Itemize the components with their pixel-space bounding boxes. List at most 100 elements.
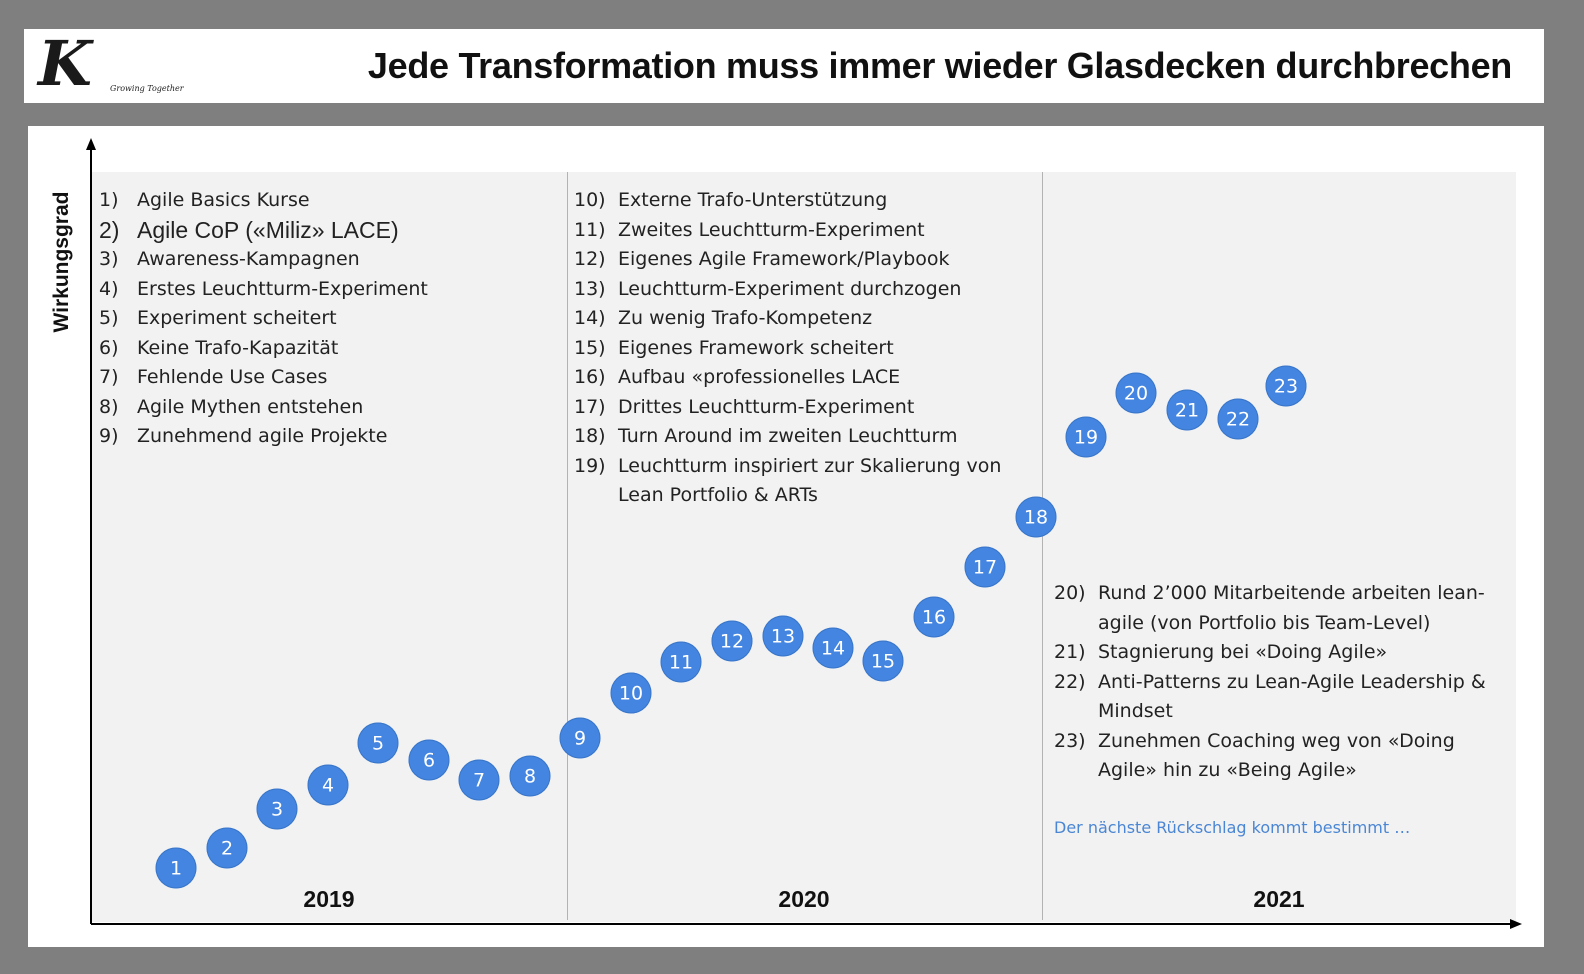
list-item: 15) Eigenes Framework scheitert (574, 334, 1036, 364)
list-item-text: Keine Trafo-Kapazität (137, 336, 339, 359)
milestone-bubble-20: 20 (1115, 372, 1157, 414)
list-item-text: Aufbau «professionelles LACE (618, 366, 901, 388)
milestone-bubble-21: 21 (1166, 389, 1208, 431)
page-title: Jede Transformation muss immer wieder Gl… (367, 45, 1512, 86)
milestone-bubble-22: 22 (1217, 398, 1259, 440)
list-item: 10) Externe Trafo-Unterstützung (574, 186, 1036, 216)
list-item: 1) Agile Basics Kurse (99, 186, 559, 216)
milestone-bubble-13: 13 (762, 615, 804, 657)
list-2020: 10) Externe Trafo-Unterstützung 11) Zweites… (574, 186, 1036, 511)
list-item: 18) Turn Around im zweiten Leuchtturm (574, 422, 1036, 452)
milestone-bubble-9: 9 (559, 717, 601, 759)
list-item: 8) Agile Mythen entstehen (99, 393, 559, 423)
milestone-bubble-14: 14 (812, 627, 854, 669)
milestone-bubble-2: 2 (206, 827, 248, 869)
list-item-text: Experiment scheitert (137, 307, 337, 329)
list-item-text: Externe Trafo-Unterstützung (618, 189, 888, 211)
list-item-number: 10) (574, 189, 606, 211)
x-axis-arrow-icon (1510, 919, 1522, 929)
list-item: 6) Keine Trafo-Kapazität (99, 334, 559, 364)
milestone-bubble-16: 16 (913, 596, 955, 638)
list-item: 21) Stagnierung bei «Doing Agile» (1054, 638, 1510, 668)
list-item-number: 6) (99, 336, 119, 359)
list-item-text: Zweites Leuchtturm-Experiment (618, 218, 925, 241)
list-item-text: Zunehmend agile Projekte (137, 425, 388, 447)
list-item-number: 17) (574, 395, 606, 418)
outlook-note: Der nächste Rückschlag kommt bestimmt … (1054, 818, 1411, 837)
list-item-number: 7) (99, 366, 119, 388)
list-item-number: 12) (574, 248, 606, 270)
year-label-2019: 2019 (303, 886, 355, 912)
list-item: 11) Zweites Leuchtturm-Experiment (574, 216, 1036, 246)
list-item: 12) Eigenes Agile Framework/Playbook (574, 245, 1036, 275)
list-item-text: Rund 2’000 Mitarbeitende arbeiten lean-a… (1098, 582, 1485, 634)
milestone-bubble-10: 10 (610, 672, 652, 714)
year-label-2020: 2020 (778, 886, 830, 912)
milestone-bubble-17: 17 (964, 546, 1006, 588)
list-item: 22) Anti-Patterns zu Lean-Agile Leadershi… (1054, 668, 1510, 727)
list-item-number: 13) (574, 277, 606, 300)
milestone-bubble-23: 23 (1265, 365, 1307, 407)
list-item-text: Fehlende Use Cases (137, 366, 328, 388)
y-axis-arrow-icon (86, 138, 96, 150)
list-item-number: 22) (1054, 670, 1086, 693)
list-item-number: 18) (574, 425, 606, 447)
list-item: 17) Drittes Leuchtturm-Experiment (574, 393, 1036, 423)
list-item: 23) Zunehmen Coaching weg von «Doing Agil… (1054, 727, 1510, 786)
year-label-2021: 2021 (1253, 886, 1305, 912)
list-item: 14) Zu wenig Trafo-Kompetenz (574, 304, 1036, 334)
list-item-text: Agile Basics Kurse (137, 189, 310, 211)
list-item: 20) Rund 2’000 Mitarbeitende arbeiten lea… (1054, 579, 1510, 638)
list-item-text: Awareness-Kampagnen (137, 248, 360, 270)
list-item-text: Eigenes Agile Framework/Playbook (618, 248, 950, 270)
list-item-number: 11) (574, 218, 606, 241)
milestone-bubble-6: 6 (408, 739, 450, 781)
y-axis-label: Wirkungsgrad (50, 191, 73, 333)
list-item: 16) Aufbau «professionelles LACE (574, 363, 1036, 393)
list-item-text: Turn Around im zweiten Leuchtturm (618, 425, 958, 447)
list-2019: 1) Agile Basics Kurse 2) Agile CoP («Miliz»… (99, 186, 559, 452)
year-divider-2020-2021 (1042, 172, 1043, 920)
list-item-text: Agile CoP («Miliz» LACE) (137, 216, 399, 243)
list-item-text: Zu wenig Trafo-Kompetenz (618, 307, 873, 329)
list-item: 9) Zunehmend agile Projekte (99, 422, 559, 452)
list-item-text: Drittes Leuchtturm-Experiment (618, 395, 915, 418)
milestone-bubble-8: 8 (509, 755, 551, 797)
milestone-bubble-5: 5 (357, 722, 399, 764)
list-item: 7) Fehlende Use Cases (99, 363, 559, 393)
milestone-bubble-15: 15 (862, 640, 904, 682)
list-item-text: Eigenes Framework scheitert (618, 336, 894, 359)
milestone-bubble-18: 18 (1015, 496, 1057, 538)
logo-tagline: Growing Together (110, 84, 184, 93)
list-item-number: 16) (574, 366, 606, 388)
year-divider-2019-2020 (567, 172, 568, 920)
list-item: 4) Erstes Leuchtturm-Experiment (99, 275, 559, 305)
list-item: 2) Agile CoP («Miliz» LACE) (99, 216, 559, 246)
list-item-number: 21) (1054, 641, 1086, 663)
list-item-number: 4) (99, 277, 119, 300)
list-item-number: 20) (1054, 582, 1086, 604)
list-item-number: 8) (99, 395, 119, 418)
list-item-text: Agile Mythen entstehen (137, 395, 364, 418)
list-item: 19) Leuchtturm inspiriert zur Skalierung … (574, 452, 1036, 511)
list-item-number: 2) (99, 216, 120, 243)
milestone-bubble-11: 11 (660, 641, 702, 683)
list-2021: 20) Rund 2’000 Mitarbeitende arbeiten lea… (1054, 579, 1510, 786)
list-item-number: 14) (574, 307, 606, 329)
header-bar: K Growing Together Jede Transformation m… (24, 27, 1544, 103)
list-item-number: 3) (99, 248, 119, 270)
milestone-bubble-12: 12 (711, 620, 753, 662)
list-item: 5) Experiment scheitert (99, 304, 559, 334)
list-item-text: Leuchtturm inspiriert zur Skalierung von… (618, 454, 1002, 507)
milestone-bubble-7: 7 (458, 759, 500, 801)
list-item-number: 9) (99, 425, 119, 447)
list-item-number: 19) (574, 454, 606, 477)
milestone-bubble-3: 3 (256, 788, 298, 830)
company-logo: K Growing Together (32, 27, 202, 100)
list-item-number: 15) (574, 336, 606, 359)
list-item-text: Anti-Patterns zu Lean-Agile Leadership &… (1098, 670, 1486, 723)
list-item-text: Leuchtturm-Experiment durchzogen (618, 277, 962, 300)
list-item: 13) Leuchtturm-Experiment durchzogen (574, 275, 1036, 305)
list-item-text: Stagnierung bei «Doing Agile» (1098, 641, 1388, 663)
